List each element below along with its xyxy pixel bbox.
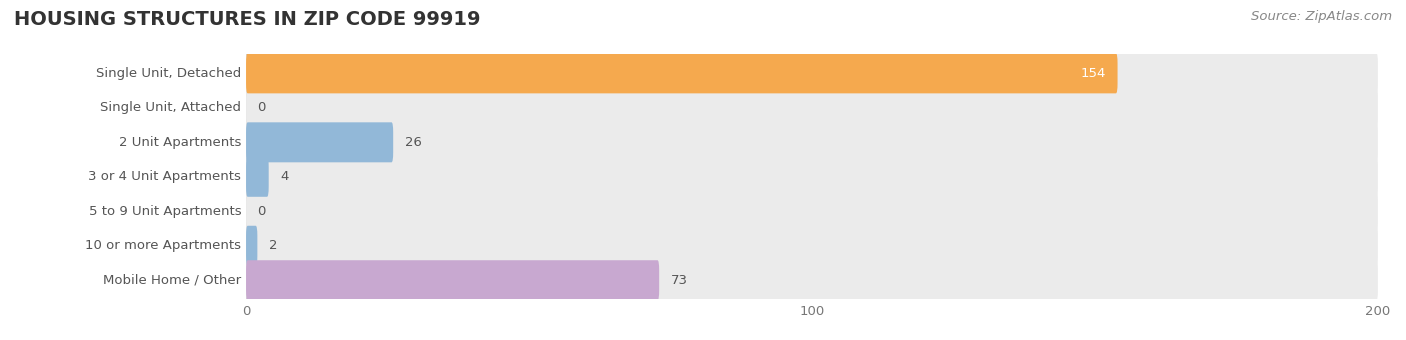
Text: Single Unit, Attached: Single Unit, Attached <box>100 101 242 114</box>
Text: 73: 73 <box>671 274 688 287</box>
Text: Source: ZipAtlas.com: Source: ZipAtlas.com <box>1251 10 1392 23</box>
FancyBboxPatch shape <box>246 88 1378 128</box>
Text: 2 Unit Apartments: 2 Unit Apartments <box>118 136 242 149</box>
Text: 154: 154 <box>1081 67 1107 80</box>
FancyBboxPatch shape <box>246 226 1378 266</box>
Text: 0: 0 <box>257 101 266 114</box>
FancyBboxPatch shape <box>246 122 1378 162</box>
Text: 2: 2 <box>269 239 277 252</box>
Text: Mobile Home / Other: Mobile Home / Other <box>103 274 242 287</box>
Text: 10 or more Apartments: 10 or more Apartments <box>86 239 242 252</box>
Text: Single Unit, Detached: Single Unit, Detached <box>96 67 242 80</box>
FancyBboxPatch shape <box>246 260 659 300</box>
FancyBboxPatch shape <box>246 53 1118 94</box>
Text: 3 or 4 Unit Apartments: 3 or 4 Unit Apartments <box>89 170 242 183</box>
FancyBboxPatch shape <box>246 53 1378 94</box>
FancyBboxPatch shape <box>246 157 269 197</box>
Text: 26: 26 <box>405 136 422 149</box>
Text: HOUSING STRUCTURES IN ZIP CODE 99919: HOUSING STRUCTURES IN ZIP CODE 99919 <box>14 10 481 29</box>
FancyBboxPatch shape <box>246 191 1378 231</box>
Text: 0: 0 <box>257 205 266 218</box>
Text: 5 to 9 Unit Apartments: 5 to 9 Unit Apartments <box>89 205 242 218</box>
FancyBboxPatch shape <box>246 157 1378 197</box>
FancyBboxPatch shape <box>246 122 394 162</box>
FancyBboxPatch shape <box>246 260 1378 300</box>
FancyBboxPatch shape <box>246 226 257 266</box>
Text: 4: 4 <box>280 170 288 183</box>
